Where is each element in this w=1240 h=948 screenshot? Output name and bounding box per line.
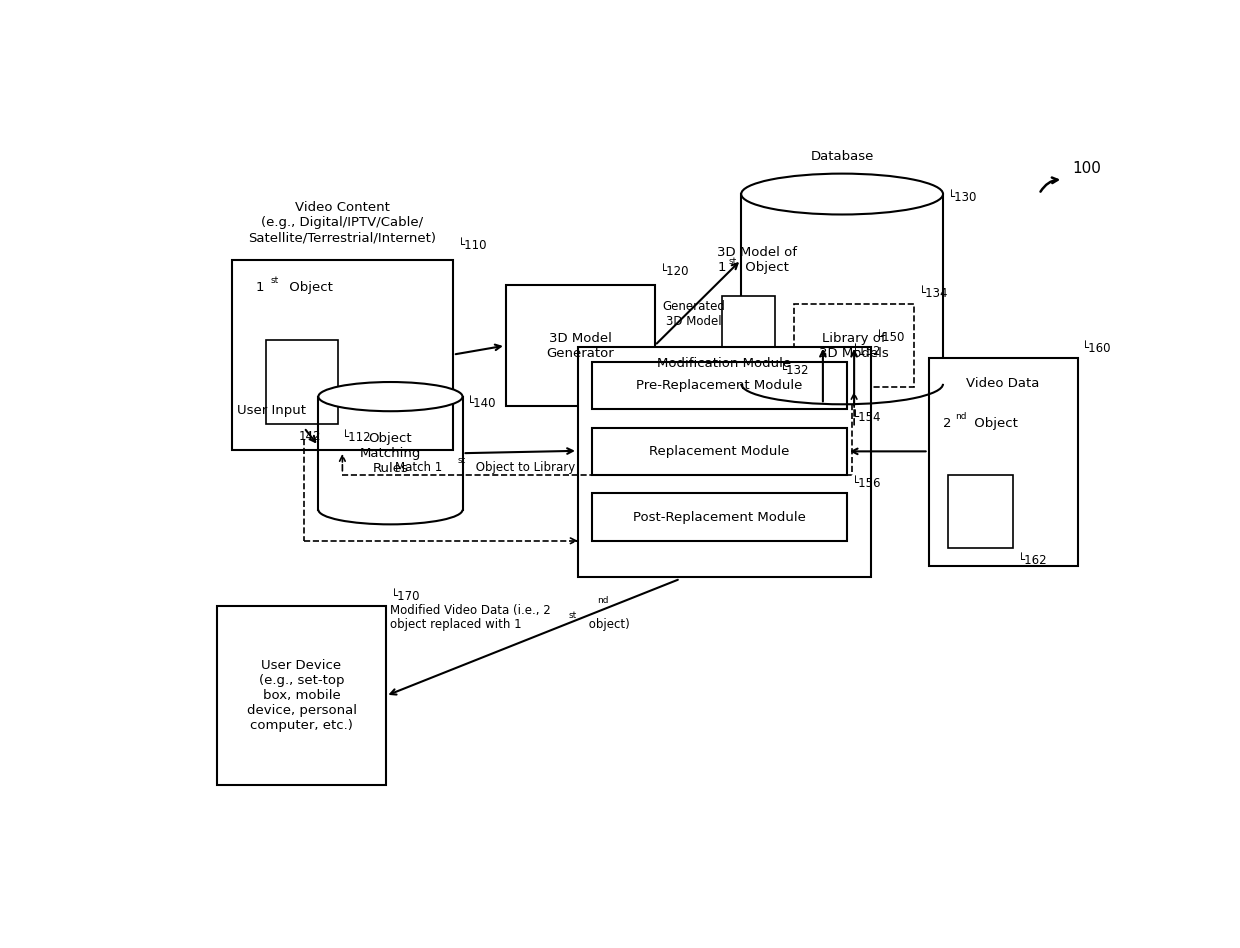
Text: 100: 100 xyxy=(1073,161,1101,176)
Bar xyxy=(742,194,942,384)
Text: └140: └140 xyxy=(467,397,497,410)
Ellipse shape xyxy=(742,173,942,214)
Text: └110: └110 xyxy=(458,240,487,252)
Bar xyxy=(232,260,453,449)
Text: st: st xyxy=(729,257,737,265)
Text: └156: └156 xyxy=(852,477,882,490)
Text: └152: └152 xyxy=(852,345,882,358)
Bar xyxy=(593,493,847,540)
Bar xyxy=(265,340,337,424)
Text: 1: 1 xyxy=(255,281,264,294)
Text: 142: 142 xyxy=(299,429,321,443)
Text: Modified Video Data (i.e., 2: Modified Video Data (i.e., 2 xyxy=(391,604,552,616)
Text: Match 1: Match 1 xyxy=(396,462,443,474)
Text: 2: 2 xyxy=(944,417,951,430)
Text: └154: └154 xyxy=(852,411,882,424)
Bar xyxy=(929,358,1078,566)
Text: └132: └132 xyxy=(780,364,810,377)
Text: 3D Model
Generator: 3D Model Generator xyxy=(547,332,614,359)
Text: └112: └112 xyxy=(342,431,372,445)
Text: Object: Object xyxy=(970,417,1018,430)
Text: st: st xyxy=(568,611,577,620)
Text: └130: └130 xyxy=(947,191,977,204)
Text: Replacement Module: Replacement Module xyxy=(650,445,790,458)
Text: st: st xyxy=(458,456,466,465)
Bar xyxy=(722,296,775,358)
Text: nd: nd xyxy=(596,596,609,605)
Text: └170: └170 xyxy=(391,590,420,603)
Text: Video Content
(e.g., Digital/IPTV/Cable/
Satellite/Terrestrial/Internet): Video Content (e.g., Digital/IPTV/Cable/… xyxy=(248,201,436,245)
Text: 1: 1 xyxy=(717,261,725,274)
Bar xyxy=(578,347,870,577)
Text: Object
Matching
Rules: Object Matching Rules xyxy=(360,431,422,475)
Bar xyxy=(947,475,1013,548)
Bar xyxy=(593,428,847,475)
Text: Object: Object xyxy=(742,261,789,274)
Text: Video Data: Video Data xyxy=(966,377,1040,391)
Text: 3D Model of: 3D Model of xyxy=(717,246,797,259)
Text: Pre-Replacement Module: Pre-Replacement Module xyxy=(636,379,802,392)
Text: └162: └162 xyxy=(1018,554,1048,567)
Text: └150: └150 xyxy=(875,331,905,344)
Text: Post-Replacement Module: Post-Replacement Module xyxy=(634,511,806,523)
Text: Generated
3D Model: Generated 3D Model xyxy=(662,301,725,329)
Text: st: st xyxy=(270,276,279,284)
Text: User Device
(e.g., set-top
box, mobile
device, personal
computer, etc.): User Device (e.g., set-top box, mobile d… xyxy=(247,660,357,733)
Text: Modification Module: Modification Module xyxy=(657,356,791,370)
Bar xyxy=(506,285,655,406)
Text: └160: └160 xyxy=(1083,341,1112,355)
Text: Database: Database xyxy=(811,150,874,163)
Text: object replaced with 1: object replaced with 1 xyxy=(391,618,522,631)
Bar xyxy=(319,396,463,510)
Text: nd: nd xyxy=(956,412,967,421)
Text: └120: └120 xyxy=(660,265,689,278)
Text: Object to Library: Object to Library xyxy=(472,462,575,474)
Text: object): object) xyxy=(584,618,630,631)
Bar xyxy=(593,362,847,410)
Text: Library of
3D Models: Library of 3D Models xyxy=(820,332,889,359)
Ellipse shape xyxy=(319,382,463,411)
Text: └134: └134 xyxy=(919,287,949,300)
Text: User Input: User Input xyxy=(237,405,306,417)
Bar xyxy=(794,303,914,388)
Bar xyxy=(217,607,386,785)
Text: Object: Object xyxy=(285,281,332,294)
